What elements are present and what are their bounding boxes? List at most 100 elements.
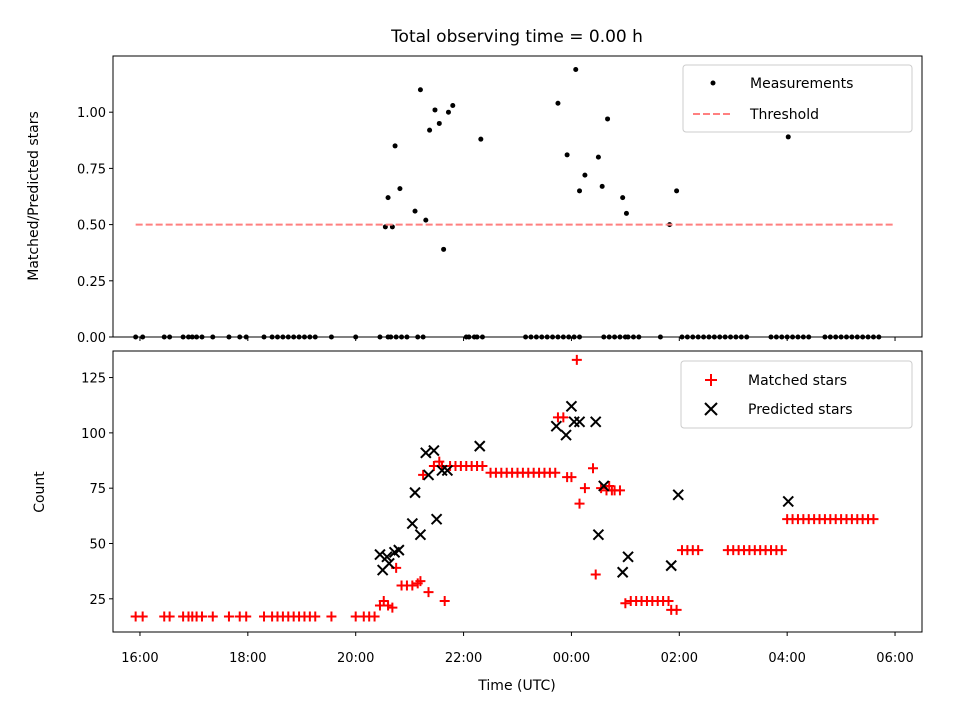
measurement-point: [573, 66, 579, 72]
predicted-stars-point: [383, 557, 395, 570]
matched-stars-point: [407, 580, 418, 591]
top-panel: 0.00 0.25 0.50 0.75 1.00 Matched/Predicted s…: [26, 55, 923, 346]
matched-stars-point: [477, 461, 488, 472]
predicted-stars-point: [665, 559, 677, 572]
legend-measurements-marker: [710, 80, 716, 86]
predicted-stars-point: [565, 400, 578, 413]
matched-stars-point: [571, 354, 582, 365]
measurement-point: [577, 188, 583, 194]
top-y-tick-label: 1.00: [77, 106, 106, 121]
measurement-point: [412, 208, 418, 214]
top-y-axis: 0.00 0.25 0.50 0.75 1.00: [77, 106, 113, 346]
predicted-stars-point: [414, 528, 427, 541]
predicted-stars-point: [589, 416, 602, 428]
predicted-stars-point: [573, 416, 586, 428]
matched-stars-point: [423, 587, 434, 598]
matched-stars-point: [868, 514, 879, 525]
x-tick-label: 02:00: [661, 651, 698, 666]
matched-stars-point: [693, 545, 704, 556]
measurement-point: [436, 120, 442, 126]
predicted-stars-point: [550, 420, 563, 432]
bottom-plot-area: [130, 354, 879, 622]
legend-threshold-label: Threshold: [749, 107, 819, 123]
top-y-tick-label: 0.50: [77, 219, 106, 234]
measurement-point: [397, 186, 403, 192]
matched-stars-point: [614, 485, 625, 496]
predicted-stars-point: [622, 551, 634, 563]
measurement-point: [478, 136, 484, 142]
legend-predicted-marker: [704, 402, 718, 416]
matched-stars-point: [196, 611, 207, 622]
predicted-stars-point: [393, 544, 405, 556]
matched-stars-point: [137, 611, 148, 622]
top-y-tick-label: 0.75: [77, 162, 106, 177]
predicted-stars-point: [381, 551, 393, 563]
measurement-point: [432, 107, 438, 113]
matched-stars-point: [439, 596, 450, 607]
bottom-x-axis: 16:00 18:00 20:00 22:00 00:00 02:00 04:00 06:00: [121, 632, 914, 666]
predicted-stars-point: [616, 566, 629, 578]
bottom-y-axis-label: Count: [32, 471, 48, 513]
bottom-y-tick-label: 75: [89, 482, 106, 497]
predicted-stars-point: [420, 447, 432, 459]
matched-stars-point: [566, 472, 577, 483]
predicted-stars-point: [374, 548, 386, 561]
measurement-point: [450, 102, 456, 108]
measurement-point: [599, 183, 605, 189]
top-y-tick-label: 0.00: [77, 331, 106, 346]
top-x-ticks: [139, 337, 896, 341]
matched-stars-point: [387, 602, 398, 613]
matched-stars-point: [620, 598, 631, 609]
predicted-stars-point: [598, 480, 610, 492]
bottom-y-tick-label: 100: [81, 427, 106, 442]
bottom-panel: 25 50 75 100 125 16:00 18:00 20:00 22:00 00:00 02…: [32, 350, 923, 694]
predicted-stars-point: [474, 440, 486, 452]
measurement-point: [605, 116, 611, 122]
matched-stars-point: [550, 467, 561, 478]
measurement-point: [392, 143, 398, 149]
x-tick-label: 04:00: [768, 651, 805, 666]
legend-matched-label: Matched stars: [748, 373, 847, 389]
legend-matched-marker: [705, 374, 717, 386]
matched-stars-point: [588, 463, 599, 474]
top-legend: Measurements Threshold: [682, 64, 913, 133]
measurement-point: [441, 246, 447, 252]
predicted-stars-point: [672, 489, 684, 501]
bottom-legend: Matched stars Predicted stars: [680, 360, 913, 429]
predicted-stars-point: [560, 429, 572, 441]
predicted-stars-point: [422, 469, 435, 481]
matched-stars-point: [369, 611, 380, 622]
bottom-y-tick-label: 125: [81, 372, 106, 387]
measurement-point: [445, 109, 451, 115]
bottom-x-axis-label: Time (UTC): [477, 678, 555, 694]
predicted-stars-point: [406, 517, 419, 530]
measurement-point: [582, 172, 588, 178]
predicted-stars-point: [409, 486, 421, 499]
predicted-stars-point: [441, 464, 454, 477]
matched-stars-point: [590, 569, 601, 580]
measurement-point: [555, 100, 561, 106]
measurement-point: [785, 134, 791, 140]
measurement-point: [620, 195, 626, 201]
matched-stars-point: [207, 611, 218, 622]
measurement-point: [674, 188, 680, 194]
top-y-tick-label: 0.25: [77, 275, 106, 290]
x-tick-label: 18:00: [229, 651, 266, 666]
predicted-stars-point: [782, 495, 794, 508]
legend-predicted-label: Predicted stars: [748, 402, 853, 418]
measurement-point: [385, 195, 391, 201]
matched-stars-point: [418, 469, 429, 480]
predicted-stars-point: [430, 513, 443, 525]
predicted-stars-point: [592, 528, 605, 541]
x-tick-label: 06:00: [876, 651, 913, 666]
bottom-y-tick-label: 25: [89, 593, 106, 608]
figure-title: Total observing time = 0.00 h: [390, 27, 643, 47]
matched-stars-point: [326, 611, 337, 622]
measurement-point: [417, 87, 423, 93]
matched-stars-point: [241, 611, 252, 622]
x-tick-label: 22:00: [445, 651, 482, 666]
measurement-point: [595, 154, 601, 160]
measurement-point: [623, 210, 629, 216]
matched-stars-point: [415, 576, 426, 587]
x-tick-label: 16:00: [121, 651, 158, 666]
